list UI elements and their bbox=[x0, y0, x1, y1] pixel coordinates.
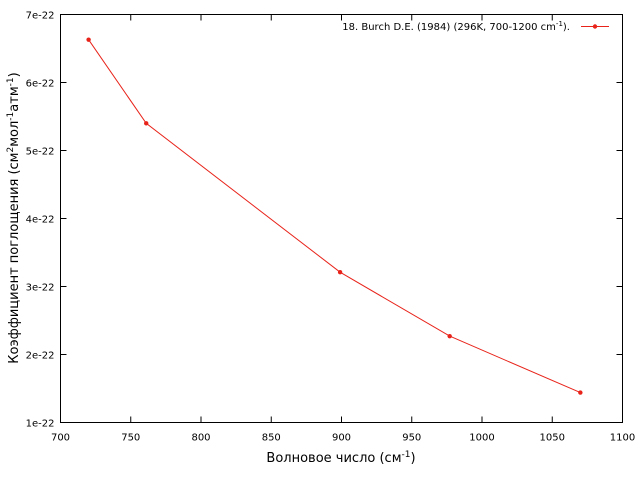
legend-label-superscript: -1 bbox=[556, 20, 563, 28]
data-point bbox=[144, 121, 149, 126]
y-tick-label: 7e-22 bbox=[26, 11, 55, 22]
x-tick-label: 1050 bbox=[540, 433, 565, 444]
series-group bbox=[86, 37, 583, 395]
y-axis-title-sup-1: 2 bbox=[6, 147, 16, 153]
y-tick-label: 1e-22 bbox=[26, 419, 55, 430]
x-tick-label: 750 bbox=[121, 433, 140, 444]
y-tick-label: 4e-22 bbox=[26, 215, 55, 226]
x-tick-label: 1000 bbox=[469, 433, 494, 444]
y-tick-label: 2e-22 bbox=[26, 351, 55, 362]
x-axis-title-superscript: -1 bbox=[402, 450, 411, 460]
plot-frame bbox=[60, 14, 623, 423]
x-tick-label: 800 bbox=[191, 433, 210, 444]
x-tick-label: 950 bbox=[402, 433, 421, 444]
series-line bbox=[88, 39, 581, 394]
x-axis-title-end: ) bbox=[410, 451, 415, 466]
legend-marker bbox=[592, 24, 598, 29]
y-axis-title: Коэффициент поглощения (см2мол-1атм-1) bbox=[6, 72, 22, 363]
legend-label-end: ). bbox=[563, 22, 570, 33]
y-tick-label: 6e-22 bbox=[26, 79, 55, 90]
x-axis-title: Волновое число (см-1) bbox=[266, 450, 415, 466]
axis-ticks bbox=[60, 14, 623, 423]
legend: 18. Burch D.E. (1984) (296K, 700-1200 cm… bbox=[342, 20, 609, 33]
x-tick-label: 700 bbox=[51, 433, 70, 444]
x-tick-label: 1100 bbox=[610, 433, 635, 444]
x-tick-labels: 700 750 800 850 900 950 1000 1050 1100 bbox=[51, 433, 635, 444]
data-point bbox=[86, 37, 91, 42]
y-tick-labels: 1e-22 2e-22 3e-22 4e-22 5e-22 6e-22 7e-22 bbox=[26, 11, 55, 430]
x-tick-label: 900 bbox=[332, 433, 351, 444]
y-axis-title-sup-3: -1 bbox=[6, 77, 16, 86]
legend-label: 18. Burch D.E. (1984) (296K, 700-1200 cm… bbox=[342, 20, 570, 33]
data-point bbox=[578, 390, 583, 395]
data-point bbox=[447, 333, 452, 339]
y-tick-label: 5e-22 bbox=[26, 147, 55, 158]
y-tick-label: 3e-22 bbox=[26, 283, 55, 294]
y-axis-title-sup-2: -1 bbox=[6, 112, 16, 121]
data-point bbox=[337, 270, 343, 275]
x-tick-label: 850 bbox=[262, 433, 281, 444]
